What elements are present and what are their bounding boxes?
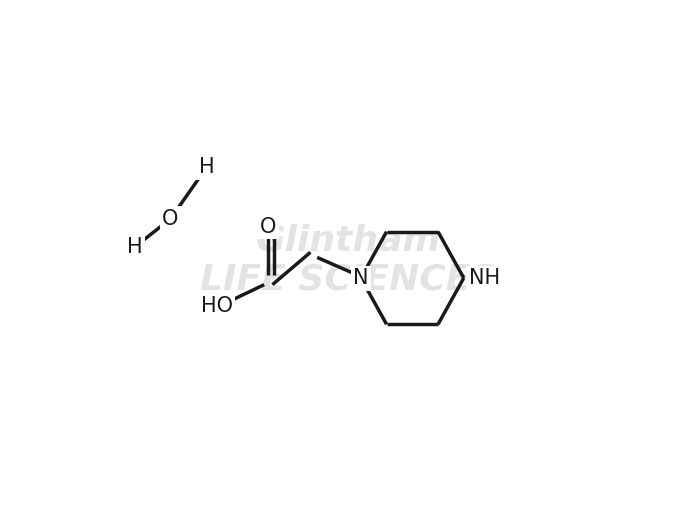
- Text: O: O: [260, 216, 276, 237]
- Text: H: H: [127, 237, 142, 257]
- Text: O: O: [162, 209, 179, 229]
- Text: HO: HO: [201, 296, 233, 316]
- Text: H: H: [199, 158, 214, 177]
- Text: NH: NH: [469, 268, 500, 288]
- Text: N: N: [353, 268, 369, 288]
- Text: Glintham
LIFE SCIENCES: Glintham LIFE SCIENCES: [200, 223, 496, 297]
